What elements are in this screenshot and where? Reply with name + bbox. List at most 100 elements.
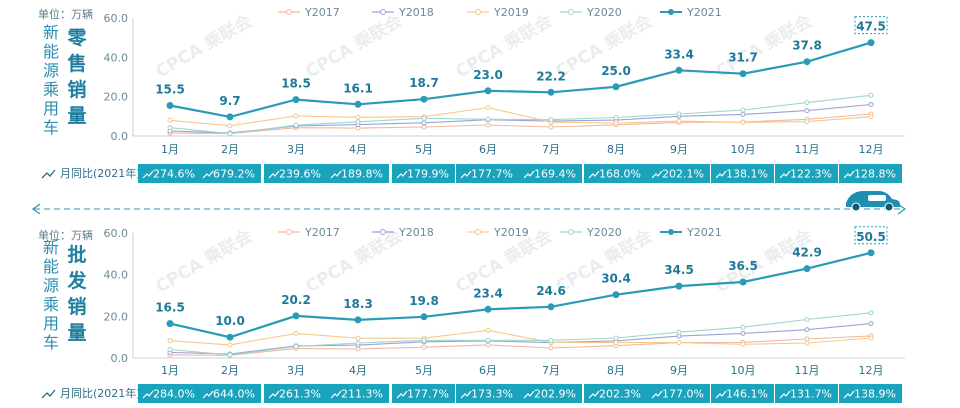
series-point-y2020 (740, 107, 746, 113)
yoy-value: 128.8% (854, 168, 896, 181)
yoy-value: 202.9% (534, 388, 576, 401)
series-point-y2020 (167, 347, 173, 352)
side-label-char: 车 (43, 118, 59, 137)
series-point-y2020 (613, 335, 619, 341)
series-point-y2020 (227, 131, 233, 137)
series-point-y2021 (166, 320, 174, 328)
legend-marker-y2020 (568, 229, 574, 235)
legend-marker-y2021 (668, 9, 674, 15)
series-point-y2021 (420, 95, 428, 103)
watermark-cpca: CPCA 乘联会 (152, 10, 256, 82)
x-tick-label: 5月 (415, 143, 433, 156)
x-tick-label: 2月 (221, 143, 239, 156)
yoy-cell (138, 384, 201, 403)
series-point-y2021 (675, 66, 683, 74)
series-point-y2019 (293, 330, 299, 336)
yoy-value: 211.3% (341, 388, 383, 401)
y-tick-label: 60.0 (104, 12, 129, 25)
legend-label-y2020: Y2020 (586, 6, 622, 19)
data-label: 24.6 (536, 284, 566, 298)
chart-title-char: 量 (67, 105, 86, 127)
series-point-y2021 (226, 113, 234, 121)
side-label-char: 乘 (43, 80, 59, 99)
y-tick-label: 0.0 (111, 130, 129, 143)
series-point-y2019 (868, 114, 874, 120)
yoy-cell (519, 384, 582, 403)
series-point-y2021 (226, 333, 234, 341)
series-point-y2020 (421, 337, 427, 343)
trend-up-icon (715, 170, 727, 179)
data-label: 50.5 (856, 230, 886, 244)
series-point-y2020 (355, 340, 361, 346)
data-label: 16.1 (343, 81, 373, 95)
x-tick-label: 2月 (221, 364, 239, 377)
yoy-cell (326, 384, 389, 403)
data-label: 16.5 (155, 301, 185, 315)
trend-up-icon (651, 390, 663, 399)
series-point-y2017 (548, 345, 554, 351)
car-wheel (884, 202, 894, 212)
series-point-y2019 (740, 119, 746, 125)
legend-label-y2021: Y2021 (686, 6, 722, 19)
side-label-char: 源 (43, 61, 59, 80)
yoy-value: 274.6% (153, 168, 195, 181)
watermark-cpca: CPCA 乘联会 (152, 225, 256, 297)
series-point-y2020 (548, 117, 554, 123)
series-point-y2021 (739, 278, 747, 286)
series-line-y2019 (169, 329, 872, 346)
unit-label: 单位：万辆 (38, 7, 93, 21)
yoy-cell (392, 384, 455, 403)
data-label: 23.4 (473, 286, 503, 300)
data-label: 34.5 (664, 263, 694, 277)
trend-up-icon (779, 170, 791, 179)
x-tick-label: 10月 (731, 143, 756, 156)
legend-label-y2019: Y2019 (493, 6, 529, 19)
yoy-cell (519, 164, 582, 183)
series-point-y2017 (421, 124, 427, 130)
data-label: 33.4 (664, 47, 694, 61)
side-label-char: 新 (43, 238, 59, 257)
legend-marker-y2018 (380, 9, 386, 15)
x-tick-label: 9月 (670, 143, 688, 156)
yoy-cell (711, 384, 774, 403)
car-window (868, 195, 886, 201)
series-point-y2019 (868, 335, 874, 341)
side-label-char: 车 (43, 333, 59, 352)
chart-title-char: 销 (67, 78, 86, 101)
divider-left-arrow-icon (31, 203, 41, 215)
series-point-y2017 (421, 344, 427, 350)
y-tick-label: 20.0 (104, 310, 129, 323)
series-point-y2020 (293, 122, 299, 128)
series-point-y2020 (676, 111, 682, 117)
unit-label: 单位：万辆 (38, 228, 93, 242)
legend-marker-y2021 (668, 229, 674, 235)
series-point-y2017 (804, 336, 810, 342)
chart-title-char: 销 (67, 295, 86, 318)
data-label: 42.9 (792, 246, 822, 260)
series-line-y2017 (169, 335, 872, 356)
series-line-y2018 (169, 323, 872, 355)
x-tick-label: 12月 (859, 364, 884, 377)
yoy-cell (584, 164, 647, 183)
trend-up-icon (588, 170, 600, 179)
series-point-y2020 (740, 324, 746, 330)
trend-up-icon (142, 390, 154, 399)
chart-title-char: 发 (66, 269, 87, 292)
watermark-cpca: CPCA 乘联会 (302, 10, 406, 82)
series-point-y2021 (803, 265, 811, 273)
trend-up-icon (41, 169, 56, 179)
legend-marker-y2019 (475, 9, 481, 15)
series-point-y2020 (868, 92, 874, 98)
side-label-char: 源 (43, 276, 59, 295)
series-point-y2017 (548, 124, 554, 130)
side-label-char: 乘 (43, 295, 59, 314)
yoy-cell (647, 164, 710, 183)
series-point-y2018 (740, 330, 746, 336)
data-label-box-dec (854, 16, 888, 35)
x-tick-label: 3月 (287, 364, 305, 377)
series-point-y2021 (867, 249, 875, 257)
series-point-y2021 (484, 87, 492, 95)
